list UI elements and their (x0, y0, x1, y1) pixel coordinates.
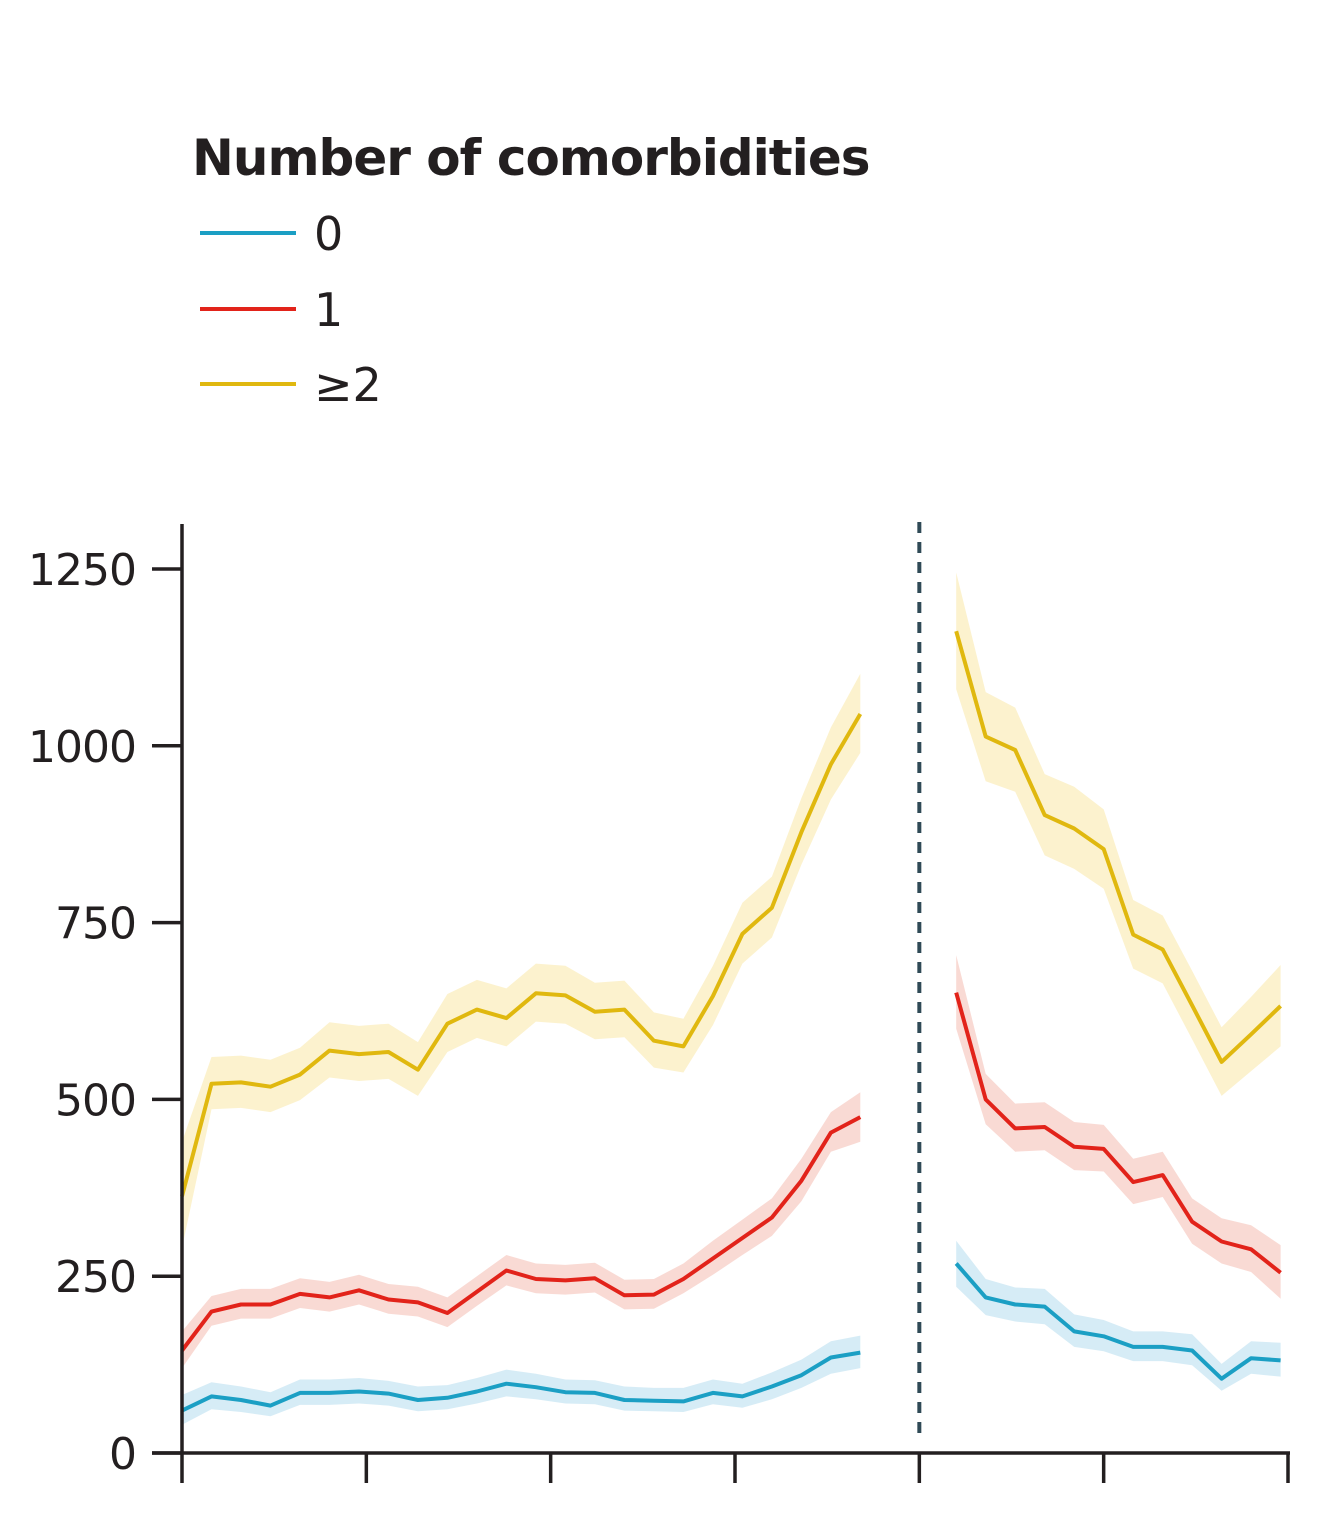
legend-label-2: ≥2 (314, 358, 382, 412)
axes: 0 250 500 750 1000 1250 (28, 522, 1290, 1483)
legend-title: Number of comorbidities (192, 129, 870, 187)
confidence-band-2-1 (956, 572, 1281, 1096)
series-line-1-0 (180, 1115, 862, 1352)
confidence-bands (182, 572, 1281, 1425)
series-lines (180, 630, 1282, 1413)
legend-label-1: 1 (314, 283, 343, 337)
y-tick-label-5: 1250 (28, 545, 136, 596)
y-tick-label-2: 500 (55, 1075, 136, 1126)
series-line-2-1 (954, 630, 1282, 1064)
legend-label-0: 0 (314, 207, 343, 261)
confidence-band-0-1 (956, 1240, 1281, 1391)
y-tick-label-4: 1000 (28, 722, 136, 773)
series-line-1-1 (954, 992, 1282, 1275)
y-tick-label-1: 250 (55, 1252, 136, 1303)
confidence-band-0-0 (182, 1335, 861, 1425)
confidence-band-1-0 (182, 1092, 861, 1369)
series-line-0-0 (181, 1350, 861, 1413)
y-tick-label-0: 0 (109, 1429, 136, 1480)
series-line-2-0 (180, 712, 863, 1197)
chart-legend: Number of comorbidities 0 1 ≥2 (192, 129, 871, 412)
series-line-0-1 (954, 1262, 1281, 1381)
y-tick-label-3: 750 (55, 899, 136, 950)
confidence-band-1-1 (956, 955, 1281, 1299)
confidence-band-2-0 (182, 673, 861, 1248)
